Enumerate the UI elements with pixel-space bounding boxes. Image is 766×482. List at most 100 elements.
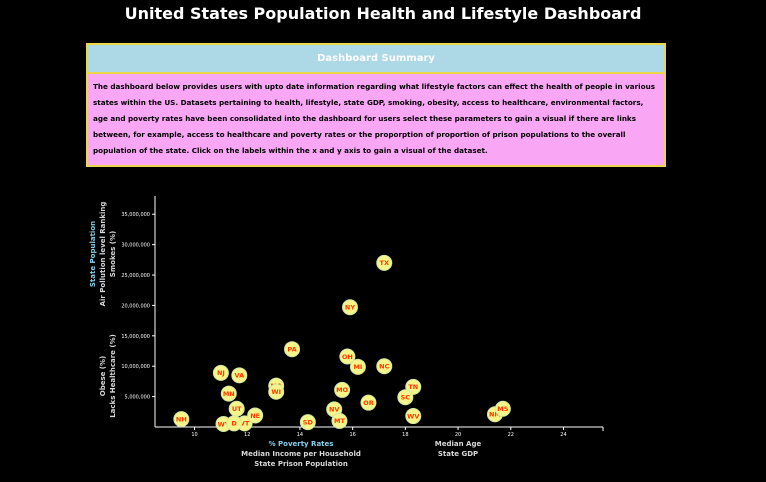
x-tick-label: 12: [244, 432, 250, 438]
state-point[interactable]: VA: [231, 367, 248, 384]
state-point[interactable]: PA: [284, 341, 301, 358]
state-marker[interactable]: [173, 411, 190, 428]
state-point[interactable]: SD: [299, 414, 316, 431]
state-marker[interactable]: [331, 412, 348, 429]
state-point[interactable]: MO: [334, 381, 351, 398]
y-tick-label: 25,000,000: [121, 273, 150, 279]
state-marker[interactable]: [360, 394, 377, 411]
x-axis-label[interactable]: State Prison Population: [254, 460, 348, 468]
state-marker[interactable]: [342, 299, 359, 316]
y-tick-label: 20,000,000: [121, 303, 150, 309]
state-abbr-label: WI: [271, 388, 281, 396]
state-abbr-label: NV: [329, 406, 339, 414]
state-abbr-label: VA: [235, 372, 245, 380]
state-abbr-label: NY: [345, 304, 355, 312]
state-point[interactable]: NJ: [212, 364, 229, 381]
state-marker[interactable]: [397, 389, 414, 406]
summary-panel: Dashboard Summary The dashboard below pr…: [86, 43, 666, 167]
state-marker[interactable]: [376, 254, 393, 271]
state-marker[interactable]: [494, 400, 511, 417]
x-tick-label: 20: [455, 432, 461, 438]
state-point[interactable]: TX: [376, 254, 393, 271]
x-axis-label[interactable]: % Poverty Rates: [269, 440, 334, 448]
state-point[interactable]: NE: [247, 407, 264, 424]
x-tick-label: 18: [402, 432, 408, 438]
x-tick-label: 24: [560, 432, 566, 438]
state-abbr-label: NE: [250, 412, 260, 420]
y-axis-label[interactable]: Lacks Healthcare (%): [109, 334, 117, 418]
y-axis-label[interactable]: State Population: [89, 221, 97, 287]
state-point[interactable]: UT: [228, 400, 245, 417]
x-tick-label: 22: [508, 432, 514, 438]
y-tick-label: 35,000,000: [121, 212, 150, 218]
state-abbr-label: OR: [363, 399, 374, 407]
state-abbr-label: MI: [353, 363, 362, 371]
state-abbr-label: TN: [408, 383, 418, 391]
state-point[interactable]: D: [226, 415, 243, 432]
x-tick-label: 10: [191, 432, 197, 438]
y-tick-label: 15,000,000: [121, 334, 150, 340]
y-tick-label: 30,000,000: [121, 243, 150, 249]
state-abbr-label: D: [231, 420, 237, 428]
state-abbr-label: SD: [303, 418, 314, 426]
state-marker[interactable]: [220, 385, 237, 402]
state-abbr-label: WV: [407, 412, 419, 420]
state-point[interactable]: OH: [339, 348, 356, 365]
state-abbr-label: SC: [401, 394, 411, 402]
state-marker[interactable]: [231, 367, 248, 384]
state-point[interactable]: OR: [360, 394, 377, 411]
state-abbr-label: PA: [287, 345, 296, 353]
x-tick-label: 16: [349, 432, 355, 438]
state-abbr-label: WY: [218, 420, 230, 428]
chart-points: NHNJVAMNUTVTWYDNEMAWIPASDOHNYMIMONVMTORT…: [173, 254, 511, 432]
state-point[interactable]: NC: [376, 358, 393, 375]
state-abbr-label: MT: [334, 417, 345, 425]
x-tick-label: 14: [297, 432, 303, 438]
state-abbr-label: TX: [380, 259, 389, 267]
state-abbr-label: UT: [232, 405, 242, 413]
state-marker[interactable]: [212, 364, 229, 381]
state-point[interactable]: MN: [220, 385, 237, 402]
x-axis-label[interactable]: Median Age: [435, 440, 482, 448]
page-title: United States Population Health and Life…: [124, 4, 642, 23]
state-marker[interactable]: [334, 381, 351, 398]
y-axis-label[interactable]: Air Pollution level Ranking: [99, 202, 107, 307]
x-axis-label[interactable]: Median Income per Household: [241, 450, 361, 458]
state-abbr-label: NH: [176, 415, 187, 423]
state-marker[interactable]: [247, 407, 264, 424]
state-abbr-label: NM: [489, 411, 501, 419]
state-point[interactable]: WI: [268, 383, 285, 400]
state-abbr-label: NJ: [217, 369, 225, 377]
state-point[interactable]: NH: [173, 411, 190, 428]
chart-axes: 10 12 14 16 18 20 22 24 5,000,000 10,000,000 15,00…: [121, 196, 604, 438]
state-point[interactable]: WV: [405, 408, 422, 425]
state-point[interactable]: SC: [397, 389, 414, 406]
y-axis-label[interactable]: Obese (%): [99, 356, 107, 396]
state-abbr-label: MS: [497, 405, 508, 413]
state-point[interactable]: NY: [342, 299, 359, 316]
state-abbr-label: OH: [342, 353, 353, 361]
state-abbr-label: MO: [336, 386, 348, 394]
state-point[interactable]: MT: [331, 412, 348, 429]
state-point[interactable]: MS: [494, 400, 511, 417]
state-marker[interactable]: [284, 341, 301, 358]
y-axis-label[interactable]: Smokes (%): [109, 231, 117, 277]
state-marker[interactable]: [268, 383, 285, 400]
state-marker[interactable]: [226, 415, 243, 432]
state-marker[interactable]: [349, 358, 366, 375]
state-abbr-label: VT: [240, 420, 250, 428]
state-abbr-label: NC: [379, 363, 389, 371]
summary-heading: Dashboard Summary: [88, 45, 664, 74]
state-marker[interactable]: [405, 408, 422, 425]
state-marker[interactable]: [339, 348, 356, 365]
y-tick-label: 10,000,000: [121, 364, 150, 370]
summary-text: The dashboard below provides users with …: [93, 82, 655, 155]
state-point[interactable]: MI: [349, 358, 366, 375]
state-abbr-label: MN: [223, 390, 235, 398]
state-marker[interactable]: [299, 414, 316, 431]
chart-axis-labels: % Poverty Rates Median Income per Househo…: [89, 202, 481, 468]
y-tick-label: 5,000,000: [125, 395, 150, 401]
state-marker[interactable]: [376, 358, 393, 375]
x-axis-label[interactable]: State GDP: [438, 450, 478, 458]
